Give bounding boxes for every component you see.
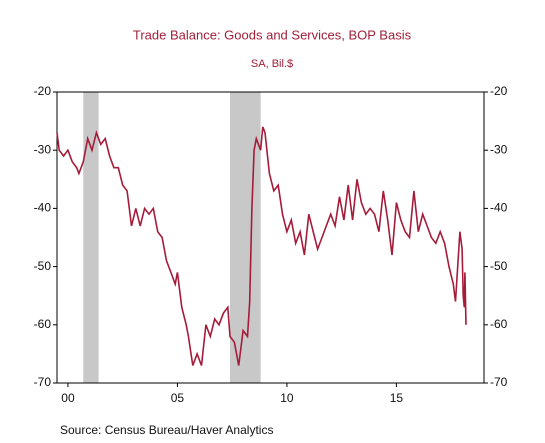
source: Source: Census Bureau/Haver Analytics: [60, 423, 273, 437]
y2-tick-label: -50: [490, 259, 508, 273]
x-tick-label: 05: [171, 391, 185, 405]
y2-tick-label: -70: [490, 375, 508, 389]
x-tick-label: 15: [390, 391, 404, 405]
data-line: [56, 126, 467, 366]
y-tick-label: -20: [34, 84, 52, 98]
y2-tick-label: -20: [490, 84, 508, 98]
y-tick-label: -50: [34, 259, 52, 273]
y-tick-label: -60: [34, 317, 52, 331]
y2-tick-label: -60: [490, 317, 508, 331]
y-tick-label: -40: [34, 201, 52, 215]
recession-band: [83, 92, 99, 383]
y-tick-label: -30: [34, 142, 52, 156]
x-tick-label: 00: [61, 391, 75, 405]
x-tick-label: 10: [280, 391, 294, 405]
y2-tick-label: -40: [490, 201, 508, 215]
chart-title: Trade Balance: Goods and Services, BOP B…: [133, 27, 412, 42]
y2-tick-label: -30: [490, 142, 508, 156]
plot-frame: [56, 91, 485, 384]
y-tick-label: -70: [34, 375, 52, 389]
chart-subtitle: SA, Bil.$: [251, 58, 293, 70]
